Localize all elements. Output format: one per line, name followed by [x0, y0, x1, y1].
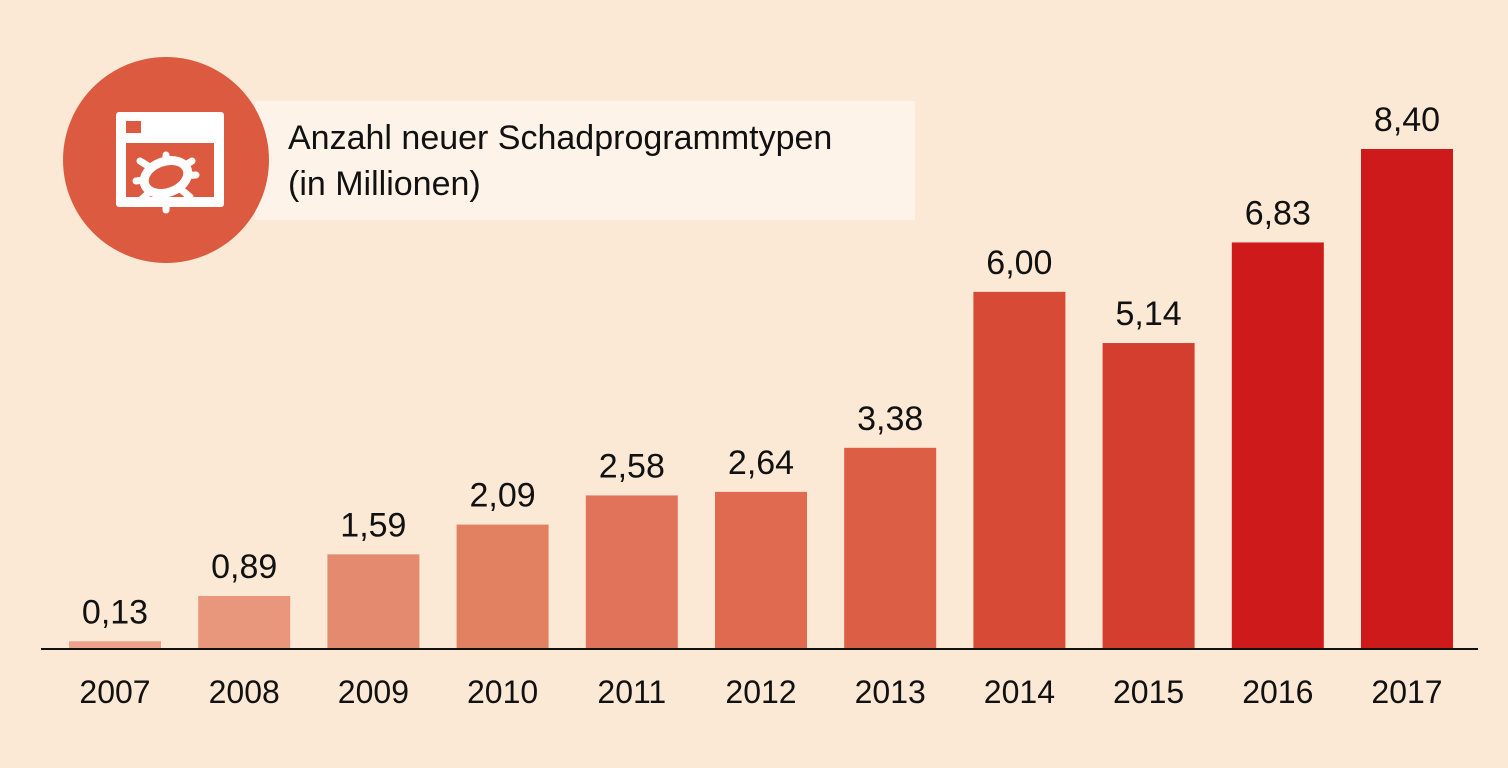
bar-2010: [456, 524, 549, 649]
value-label-2013: 3,38: [857, 400, 923, 438]
bar-2017: [1361, 149, 1453, 649]
x-tick-label-2007: 2007: [79, 674, 150, 710]
x-tick-label-2013: 2013: [855, 674, 926, 710]
x-tick-label-2015: 2015: [1113, 674, 1184, 710]
x-tick-label-2012: 2012: [725, 674, 796, 710]
value-label-2007: 0,13: [82, 593, 148, 631]
value-label-2016: 6,83: [1245, 194, 1311, 232]
malware-icon-circle: [63, 57, 269, 263]
bar-2014: [973, 291, 1066, 649]
x-tick-label-2008: 2008: [209, 674, 280, 710]
bar-2009: [327, 554, 420, 649]
value-label-2012: 2,64: [728, 444, 794, 482]
x-tick-label-2016: 2016: [1242, 674, 1313, 710]
x-tick-label-2011: 2011: [597, 674, 666, 710]
bar-2007: [69, 641, 161, 649]
bar-2016: [1231, 242, 1324, 649]
value-label-2015: 5,14: [1116, 295, 1182, 333]
value-label-2011: 2,58: [599, 447, 665, 485]
value-label-2017: 8,40: [1374, 101, 1440, 139]
x-tick-label-2014: 2014: [984, 674, 1055, 710]
value-label-2008: 0,89: [211, 548, 277, 586]
chart-subtitle: (in Millionen): [288, 165, 481, 203]
chart-title: Anzahl neuer Schadprogrammtypen: [288, 119, 833, 157]
chart-title-block: Anzahl neuer Schadprogrammtypen (in Mill…: [288, 115, 832, 207]
value-label-2010: 2,09: [470, 477, 536, 515]
value-label-2009: 1,59: [340, 506, 406, 544]
x-tick-label-2017: 2017: [1371, 674, 1442, 710]
x-tick-label-2009: 2009: [338, 674, 409, 710]
malware-window-bug-icon: [116, 112, 224, 214]
bar-2013: [844, 447, 937, 649]
x-tick-label-2010: 2010: [467, 674, 538, 710]
bar-2012: [715, 491, 807, 649]
title-box: [255, 101, 915, 220]
bar-2011: [585, 495, 678, 649]
value-label-2014: 6,00: [986, 244, 1052, 282]
bar-2015: [1102, 343, 1195, 649]
bar-2008: [198, 596, 291, 649]
